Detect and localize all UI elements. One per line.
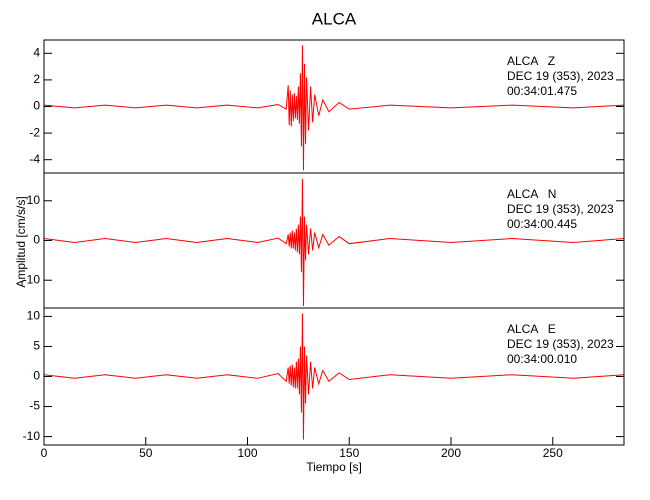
y-tick-label: -5 <box>29 399 40 413</box>
annotation: ALCA N <box>507 187 556 201</box>
x-tick-label: 250 <box>543 446 563 460</box>
annotation: 00:34:01.475 <box>507 84 577 98</box>
x-tick-label: 200 <box>441 446 461 460</box>
annotation: 00:34:00.445 <box>507 217 577 231</box>
y-tick-label: -2 <box>29 125 40 139</box>
waveform <box>43 45 625 171</box>
waveform <box>43 178 625 307</box>
y-tick-label: 0 <box>33 99 40 113</box>
y-tick-label: -4 <box>29 152 40 166</box>
y-tick-label: -10 <box>23 429 41 443</box>
chart-title: ALCA <box>312 9 357 28</box>
y-tick-label: 0 <box>33 233 40 247</box>
annotation: DEC 19 (353), 2023 <box>507 69 614 83</box>
annotation: 00:34:00.010 <box>507 352 577 366</box>
y-tick-label: 0 <box>33 369 40 383</box>
annotation: DEC 19 (353), 2023 <box>507 337 614 351</box>
annotation: ALCA E <box>507 322 556 336</box>
x-tick-label: 0 <box>41 446 48 460</box>
x-tick-label: 100 <box>237 446 257 460</box>
annotation: DEC 19 (353), 2023 <box>507 202 614 216</box>
y-tick-label: 2 <box>33 72 40 86</box>
panel-frame <box>43 307 625 446</box>
x-tick-label: 50 <box>139 446 153 460</box>
y-tick-label: 5 <box>33 339 40 353</box>
y-axis-label: Amplitud [cm/s/s] <box>14 196 28 287</box>
y-tick-label: -10 <box>23 272 41 286</box>
y-tick-label: 10 <box>27 309 41 323</box>
annotation: ALCA Z <box>507 54 555 68</box>
y-tick-label: 4 <box>33 45 40 59</box>
x-tick-label: 150 <box>339 446 359 460</box>
waveform <box>43 313 625 440</box>
x-axis-label: Tiempo [s] <box>306 460 362 474</box>
y-tick-label: 10 <box>27 193 41 207</box>
